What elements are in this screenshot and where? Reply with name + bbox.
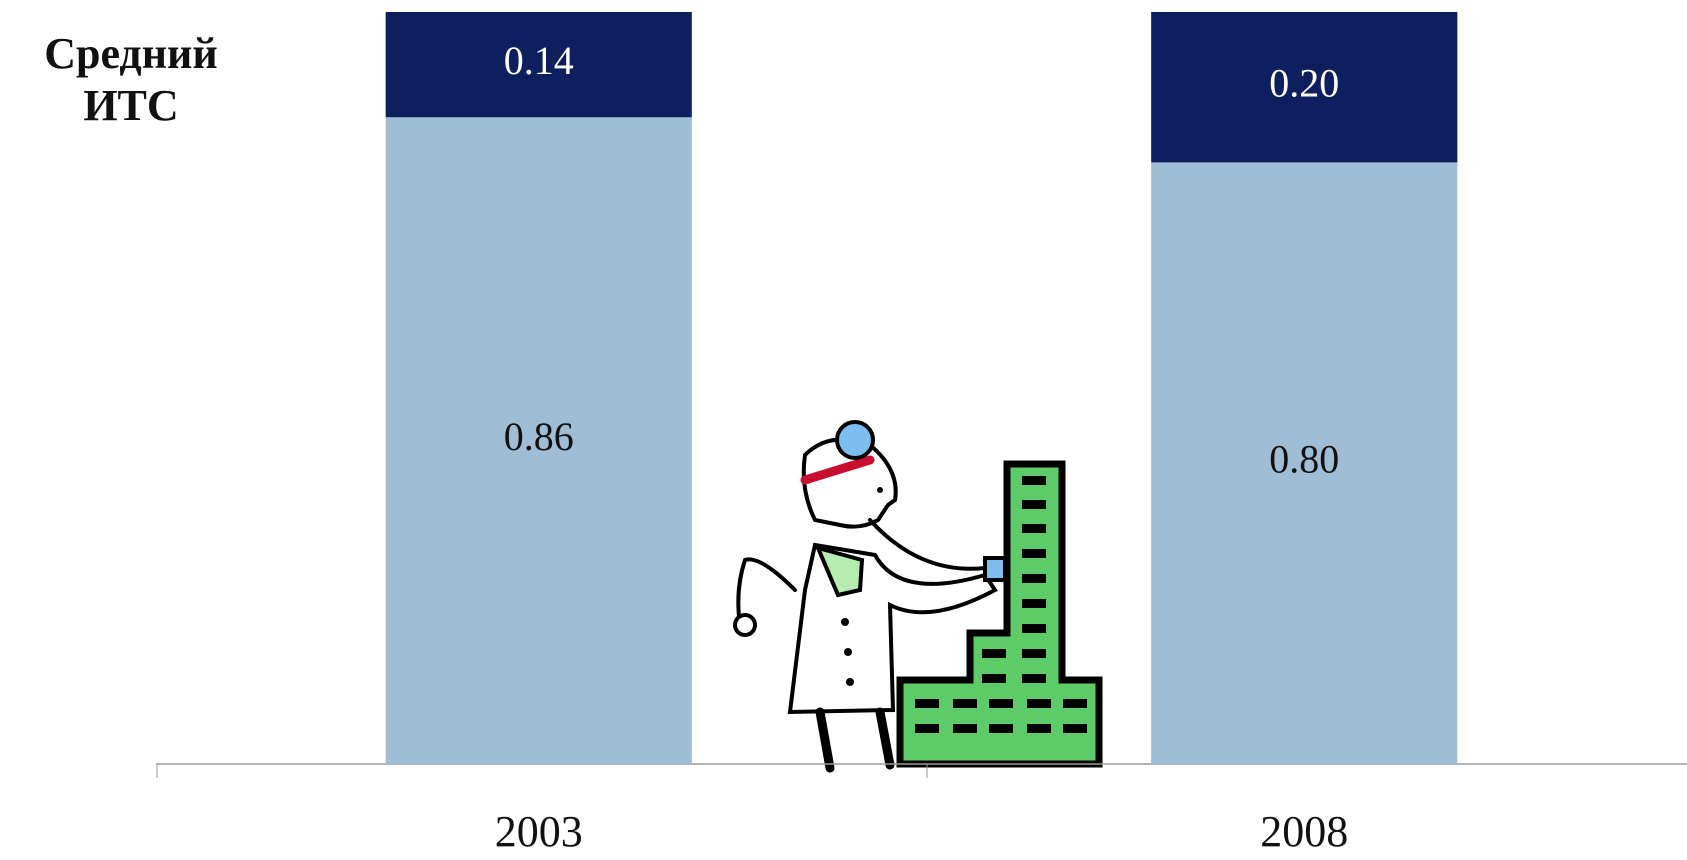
data-label: 0.86	[504, 414, 574, 459]
chart-title: Средний ИТС	[44, 29, 218, 130]
x-tick-label: 2008	[1260, 807, 1348, 856]
bar-segment	[1151, 162, 1458, 764]
x-tick-label: 2003	[495, 807, 583, 856]
illustration	[733, 420, 1103, 773]
data-label: 0.20	[1269, 60, 1339, 105]
bar-segment	[385, 117, 692, 764]
data-label: 0.14	[504, 38, 574, 83]
bar-segment	[385, 12, 692, 118]
bar-segment	[1151, 12, 1458, 163]
data-label: 0.80	[1269, 436, 1339, 481]
